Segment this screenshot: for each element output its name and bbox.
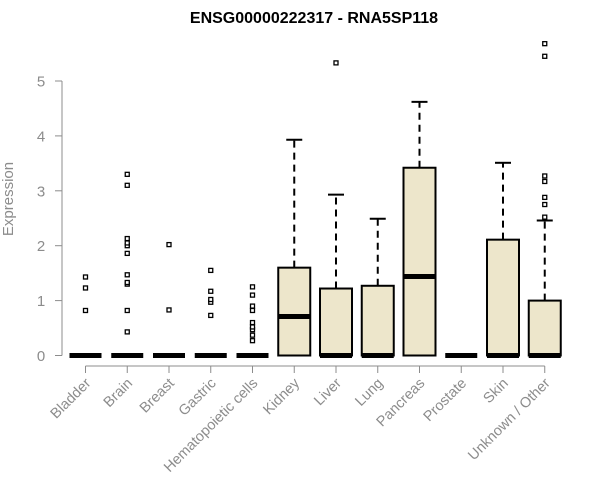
outlier-point: [124, 235, 130, 242]
box-group: [360, 217, 395, 358]
outlier-point: [249, 284, 256, 290]
outlier-point: [124, 272, 130, 278]
outlier-point: [249, 303, 256, 309]
outlier-point: [166, 307, 172, 313]
outlier-point: [124, 240, 130, 246]
chart-title: ENSG00000222317 - RNA5SP118: [190, 10, 438, 27]
outlier-point: [208, 296, 214, 303]
outlier-point: [542, 53, 548, 59]
x-tick-label: Brain: [101, 376, 136, 411]
outlier-point: [249, 332, 256, 338]
outlier-point: [249, 319, 256, 326]
outlier-point: [82, 285, 89, 291]
outlier-point: [124, 182, 130, 188]
box-body: [360, 284, 395, 357]
outlier-point: [542, 41, 548, 47]
outlier-point: [249, 338, 256, 344]
y-tick-label: 2: [37, 238, 45, 255]
outlier-point: [542, 178, 548, 185]
x-tick-label: Lung: [352, 376, 386, 410]
x-tick-label: Prostate: [421, 376, 470, 425]
x-tick-label: Breast: [137, 376, 178, 417]
box-body: [402, 166, 437, 357]
outlier-point: [166, 241, 172, 248]
y-tick-label: 1: [37, 293, 45, 310]
y-axis-label: Expression: [0, 162, 17, 236]
outlier-point: [124, 250, 130, 257]
outlier-point: [208, 288, 214, 294]
outlier-point: [208, 267, 214, 274]
box-series: [69, 41, 562, 358]
outlier-point: [542, 173, 548, 179]
y-tick-label: 0: [37, 348, 45, 365]
outlier-point: [124, 329, 130, 335]
box-group: [69, 274, 102, 358]
box-group: [111, 171, 144, 358]
y-tick-label: 5: [37, 74, 45, 91]
box-group: [236, 284, 269, 358]
box-group: [319, 60, 353, 358]
outlier-point: [124, 171, 130, 177]
outlier-point: [333, 60, 339, 66]
y-tick-label: 3: [37, 183, 45, 200]
outlier-point: [542, 201, 548, 208]
y-axis: 0 1 2 3 4 5: [37, 74, 63, 365]
outlier-point: [208, 312, 214, 319]
outlier-point: [124, 307, 130, 314]
box-body: [527, 299, 562, 357]
x-tick-label: Bladder: [48, 375, 95, 422]
outlier-point: [542, 214, 548, 220]
x-tick-label: Skin: [481, 376, 512, 407]
box-group: [194, 267, 227, 358]
outlier-point: [249, 324, 256, 330]
box-group: [486, 161, 520, 358]
box-group: [277, 138, 312, 357]
box-body: [277, 266, 312, 357]
outlier-point: [82, 307, 89, 314]
box-group: [153, 241, 185, 358]
box-body: [319, 287, 353, 357]
outlier-point: [124, 279, 130, 286]
outlier-point: [542, 194, 548, 201]
x-tick-label: Liver: [311, 375, 345, 409]
box-group: [527, 41, 562, 358]
x-tick-label: Kidney: [260, 375, 303, 418]
outlier-point: [82, 274, 89, 280]
box-body: [486, 238, 520, 357]
outlier-point: [249, 292, 256, 298]
box-group: [402, 100, 437, 357]
y-tick-label: 4: [37, 128, 45, 145]
outlier-point: [249, 307, 256, 314]
